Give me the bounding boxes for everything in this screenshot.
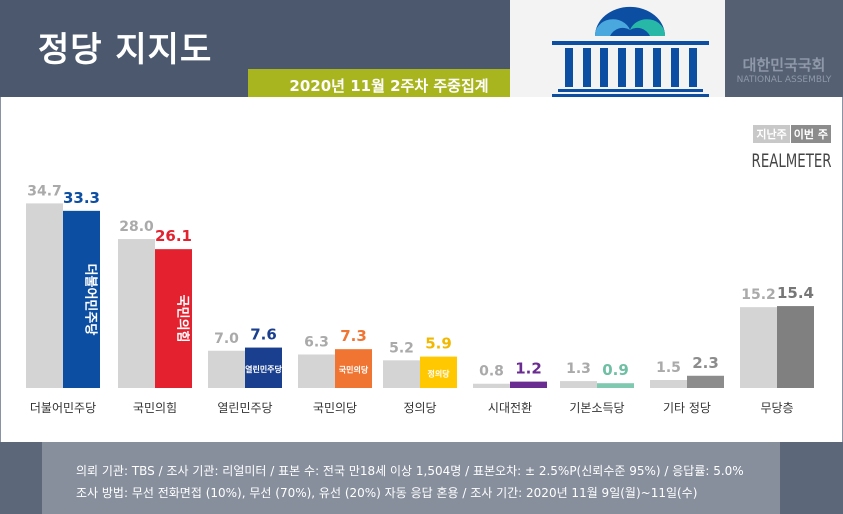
legend-previous: 지난주	[753, 125, 790, 143]
bar-previous	[383, 360, 420, 388]
bar-previous	[473, 383, 510, 388]
category-label: 기본소득당	[569, 401, 624, 415]
value-label-current: 1.2	[515, 360, 542, 378]
bar-current	[335, 349, 372, 388]
legend: 지난주 이번 주	[753, 125, 831, 143]
national-assembly-logo	[510, 0, 725, 97]
party-logo-text: 정의당	[427, 368, 450, 378]
assembly-building-icon	[552, 6, 709, 97]
party-logo-text: 더불어민주당	[83, 264, 99, 336]
bar-previous	[26, 203, 63, 388]
header: 정당 지지도 2020년 11월 2주차 주중집계 대한민국국회 NATIONA…	[0, 0, 843, 101]
category-label: 국민의힘	[133, 401, 177, 415]
value-label-previous: 6.3	[304, 334, 329, 350]
category-label: 무당층	[760, 401, 793, 415]
subtitle-badge: 2020년 11월 2주차 주중집계	[248, 69, 530, 101]
value-label-previous: 1.5	[656, 360, 681, 376]
bar-previous	[118, 239, 155, 388]
value-label-previous: 1.3	[566, 361, 591, 377]
value-label-current: 0.9	[602, 361, 629, 379]
value-label-previous: 7.0	[214, 331, 239, 347]
value-label-previous: 15.2	[741, 287, 776, 303]
bar-previous	[740, 307, 777, 388]
value-label-current: 7.6	[250, 326, 277, 344]
legend-current: 이번 주	[790, 125, 831, 143]
value-label-current: 15.4	[777, 284, 814, 302]
category-label: 정의당	[403, 401, 436, 415]
national-assembly-label: 대한민국국회 NATIONAL ASSEMBLY	[725, 0, 843, 97]
bar-current	[777, 306, 814, 388]
value-label-previous: 28.0	[119, 219, 154, 235]
value-label-current: 26.1	[155, 227, 192, 245]
value-label-previous: 5.2	[389, 340, 414, 356]
category-label: 국민의당	[313, 401, 357, 415]
bar-current	[63, 210, 100, 388]
category-label: 더불어민주당	[30, 401, 96, 415]
value-label-current: 5.9	[425, 335, 452, 353]
value-label-current: 2.3	[692, 354, 719, 372]
party-logo-text: 국민의힘	[175, 295, 191, 343]
survey-info-line2: 조사 방법: 무선 전화면접 (10%), 무선 (70%), 유선 (20%)…	[76, 486, 698, 500]
category-label: 열린민주당	[217, 401, 272, 415]
page-title: 정당 지지도	[38, 30, 213, 70]
bar-previous	[208, 350, 245, 388]
value-label-current: 33.3	[63, 189, 100, 207]
bar-current	[420, 356, 457, 388]
bar-current	[687, 375, 724, 388]
survey-info-line1: 의뢰 기관: TBS / 조사 기관: 리얼미터 / 표본 수: 전국 만18세…	[76, 464, 744, 478]
bar-previous	[298, 354, 335, 388]
bar-previous	[650, 380, 687, 388]
bar-current	[510, 381, 547, 388]
realmeter-logo: REALMETER	[752, 150, 832, 172]
footer: 의뢰 기관: TBS / 조사 기관: 리얼미터 / 표본 수: 전국 만18세…	[0, 442, 843, 514]
party-logo-text: 열린민주당	[245, 364, 282, 374]
category-label: 시대전환	[488, 401, 532, 415]
value-label-previous: 34.7	[27, 183, 62, 199]
bar-previous	[560, 381, 597, 388]
party-logo-text: 국민의당	[339, 365, 369, 375]
category-label: 기타 정당	[663, 401, 711, 415]
bar-current	[155, 249, 192, 388]
bar-current	[597, 383, 634, 388]
bar-current	[245, 347, 282, 388]
value-label-previous: 0.8	[479, 364, 504, 380]
value-label-current: 7.3	[340, 327, 367, 345]
